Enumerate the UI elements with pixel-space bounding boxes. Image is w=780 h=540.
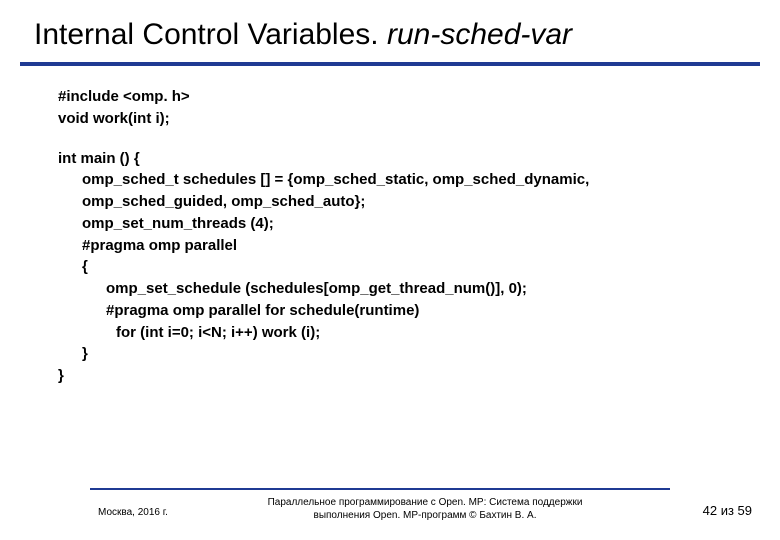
code-line: int main () { xyxy=(58,148,740,170)
code-block-1: #include <omp. h> void work(int i); xyxy=(58,86,740,130)
footer-page-number: 42 из 59 xyxy=(703,503,752,518)
title-italic: run-sched-var xyxy=(387,18,572,51)
slide-title: Internal Control Variables. run-sched-va… xyxy=(34,18,572,52)
code-line: #include <omp. h> xyxy=(58,86,740,108)
slide-body: #include <omp. h> void work(int i); int … xyxy=(58,86,740,387)
code-line: #pragma omp parallel xyxy=(58,235,740,257)
code-line: omp_set_num_threads (4); xyxy=(58,213,740,235)
code-line: } xyxy=(58,343,740,365)
code-line: } xyxy=(58,365,740,387)
footer-rule xyxy=(90,488,670,490)
code-line: { xyxy=(58,256,740,278)
title-underline xyxy=(20,62,760,66)
code-line: #pragma omp parallel for schedule(runtim… xyxy=(58,300,740,322)
code-block-2: int main () { omp_sched_t schedules [] =… xyxy=(58,148,740,387)
code-line: for (int i=0; i<N; i++) work (i); xyxy=(58,322,740,344)
footer-center-line2: выполнения Open. MP-программ © Бахтин В.… xyxy=(240,509,610,522)
code-line: omp_set_schedule (schedules[omp_get_thre… xyxy=(58,278,740,300)
footer-center: Параллельное программирование с Open. MP… xyxy=(240,496,610,522)
code-line: omp_sched_guided, omp_sched_auto}; xyxy=(58,191,740,213)
slide: Internal Control Variables. run-sched-va… xyxy=(0,0,780,540)
code-line: omp_sched_t schedules [] = {omp_sched_st… xyxy=(58,169,740,191)
footer-left: Москва, 2016 г. xyxy=(98,507,168,518)
code-line: void work(int i); xyxy=(58,108,740,130)
footer-center-line1: Параллельное программирование с Open. MP… xyxy=(240,496,610,509)
title-plain: Internal Control Variables. xyxy=(34,18,387,51)
footer: Москва, 2016 г. Параллельное программиро… xyxy=(0,492,780,522)
